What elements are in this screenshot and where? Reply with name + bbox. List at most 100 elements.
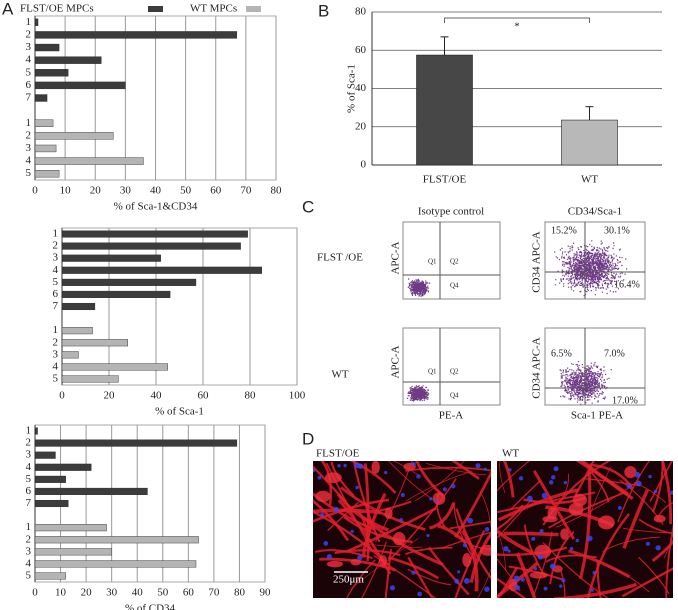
y-tick-label: 7 xyxy=(26,497,32,509)
cell-fiber xyxy=(477,567,491,598)
flow-events xyxy=(407,278,431,297)
y-tick-label: 4 xyxy=(53,360,59,372)
cell-fiber xyxy=(638,556,670,595)
plot-frame xyxy=(61,227,298,386)
x-tick-label: 80 xyxy=(234,587,246,599)
nucleus xyxy=(484,527,490,532)
image-label: WT xyxy=(502,448,519,460)
cell-body xyxy=(462,553,472,567)
plot-frame xyxy=(34,424,266,583)
nucleus xyxy=(575,538,580,543)
y-tick-label: 40 xyxy=(355,82,367,94)
bar xyxy=(34,548,112,556)
bar xyxy=(61,290,171,298)
cell-fiber xyxy=(375,461,413,543)
image-label: FLST/OE xyxy=(316,448,360,460)
cell-fiber xyxy=(596,560,602,598)
cell-body xyxy=(624,466,637,479)
nucleus xyxy=(507,549,511,553)
cell-body xyxy=(572,493,587,507)
nucleus xyxy=(454,578,460,584)
nucleus xyxy=(563,480,568,485)
quadrant-label: Q2 xyxy=(450,258,459,266)
cell-fiber xyxy=(352,461,381,543)
cell-fiber xyxy=(379,500,412,512)
legend-label: WT MPCs xyxy=(190,3,237,15)
cell-body xyxy=(560,528,569,540)
bar xyxy=(34,499,69,508)
x-tick-label: 30 xyxy=(120,185,132,197)
y-tick-label: 1 xyxy=(26,521,32,533)
cell-fiber xyxy=(578,469,592,580)
cell-fiber xyxy=(393,461,419,476)
x-tick-label: 50 xyxy=(157,587,169,599)
y-tick-label: 1 xyxy=(26,117,32,129)
x-tick-label: FLST/OE xyxy=(423,174,467,186)
cell-fiber xyxy=(313,465,356,514)
quadrant-label: Q1 xyxy=(428,258,437,266)
panel-label: A xyxy=(2,0,14,18)
quadrant-percent: 30.1% xyxy=(604,225,630,236)
y-tick-label: 4 xyxy=(53,264,59,276)
y-tick-label: 2 xyxy=(26,28,32,40)
nucleus xyxy=(514,584,521,591)
bar xyxy=(61,363,168,371)
flow-events xyxy=(559,361,612,405)
nucleus xyxy=(503,546,509,552)
axis-label: CD34 APC-A xyxy=(531,231,543,292)
y-tick-label: 3 xyxy=(26,449,32,461)
cell-fiber xyxy=(440,531,491,550)
cell-body xyxy=(350,558,361,566)
cell-fiber xyxy=(651,461,664,513)
y-tick-label: 4 xyxy=(26,155,32,167)
cell-fiber xyxy=(533,531,553,596)
bar xyxy=(61,339,129,347)
cell-body xyxy=(324,472,342,484)
quadrant-label: Q1 xyxy=(428,368,437,376)
cell-fiber xyxy=(437,524,467,545)
nucleus xyxy=(320,512,325,517)
scale-label: 250μm xyxy=(333,574,364,586)
y-tick-label: 4 xyxy=(26,461,32,473)
x-tick-label: WT xyxy=(581,174,598,186)
cell-fiber xyxy=(479,491,491,529)
nucleus xyxy=(586,535,593,542)
nucleus xyxy=(553,466,559,472)
row-title: FLST /OE xyxy=(317,252,363,264)
y-tick-label: 0 xyxy=(361,159,367,171)
nucleus xyxy=(313,468,316,473)
axis-label: APC-A xyxy=(390,241,402,274)
quadrant-percent: 7.0% xyxy=(604,348,625,359)
nucleus xyxy=(326,554,332,560)
bar xyxy=(61,278,197,286)
bar xyxy=(61,302,96,311)
nucleus xyxy=(333,506,339,513)
nucleus xyxy=(655,545,661,551)
column-title: CD34/Sca-1 xyxy=(568,206,622,218)
nucleus xyxy=(389,585,396,591)
bar xyxy=(561,119,618,166)
cell-body xyxy=(432,492,446,505)
axis-label: PE-A xyxy=(439,410,464,422)
cell-fiber xyxy=(554,473,569,506)
bar xyxy=(61,351,79,359)
cell-body xyxy=(384,507,393,519)
y-tick-label: 6 xyxy=(53,288,59,300)
bar xyxy=(34,144,57,153)
cell-fiber xyxy=(545,554,597,563)
y-tick-label: 5 xyxy=(53,372,59,384)
cell-fiber xyxy=(313,499,350,542)
cell-fiber xyxy=(508,565,563,581)
cell-fiber xyxy=(590,471,610,503)
nucleus xyxy=(626,483,632,489)
cell-fiber xyxy=(349,461,397,494)
x-tick-label: 20 xyxy=(81,587,93,599)
nucleus xyxy=(323,541,329,546)
cell-fiber xyxy=(454,530,486,598)
x-tick-label: 20 xyxy=(90,185,102,197)
x-tick-label: 100 xyxy=(289,390,306,402)
nucleus xyxy=(549,563,556,570)
bar xyxy=(34,536,199,544)
y-tick-label: 5 xyxy=(26,167,32,179)
